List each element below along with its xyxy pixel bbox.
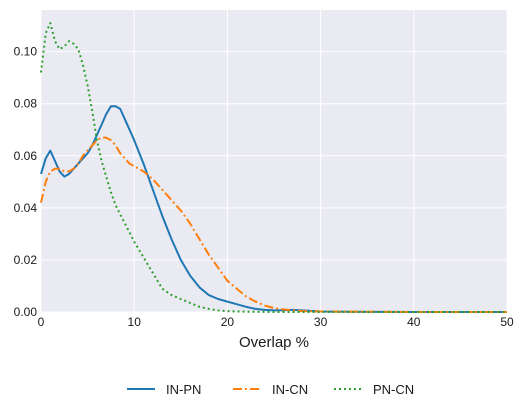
x-tick-label: 20 <box>221 315 235 329</box>
series-lines <box>40 22 507 313</box>
legend-label-in-cn: IN-CN <box>272 382 308 397</box>
y-tick-label: 0.08 <box>14 97 38 111</box>
series-line-pn-cn <box>40 22 507 313</box>
y-tick-label: 0.02 <box>14 253 38 267</box>
x-tick-label: 0 <box>38 315 45 329</box>
x-tick-label: 50 <box>500 315 514 329</box>
series-line-in-cn <box>40 136 507 313</box>
tick-labels: 0 10 20 30 40 50 0.00 0.02 0.04 0.06 0.08 0.10 <box>14 45 514 329</box>
legend: IN-PN IN-CN PN-CN <box>127 382 414 397</box>
grid-lines <box>40 10 508 313</box>
y-tick-label: 0.00 <box>14 305 38 319</box>
x-axis-title: Overlap % <box>239 334 309 351</box>
x-tick-label: 30 <box>314 315 328 329</box>
x-tick-label: 10 <box>128 315 142 329</box>
x-tick-label: 40 <box>407 315 421 329</box>
legend-label-pn-cn: PN-CN <box>373 382 414 397</box>
y-tick-label: 0.06 <box>14 149 38 163</box>
legend-label-in-pn: IN-PN <box>166 382 201 397</box>
y-tick-label: 0.04 <box>14 201 38 215</box>
y-tick-label: 0.10 <box>14 45 38 59</box>
plot-background <box>41 10 507 312</box>
